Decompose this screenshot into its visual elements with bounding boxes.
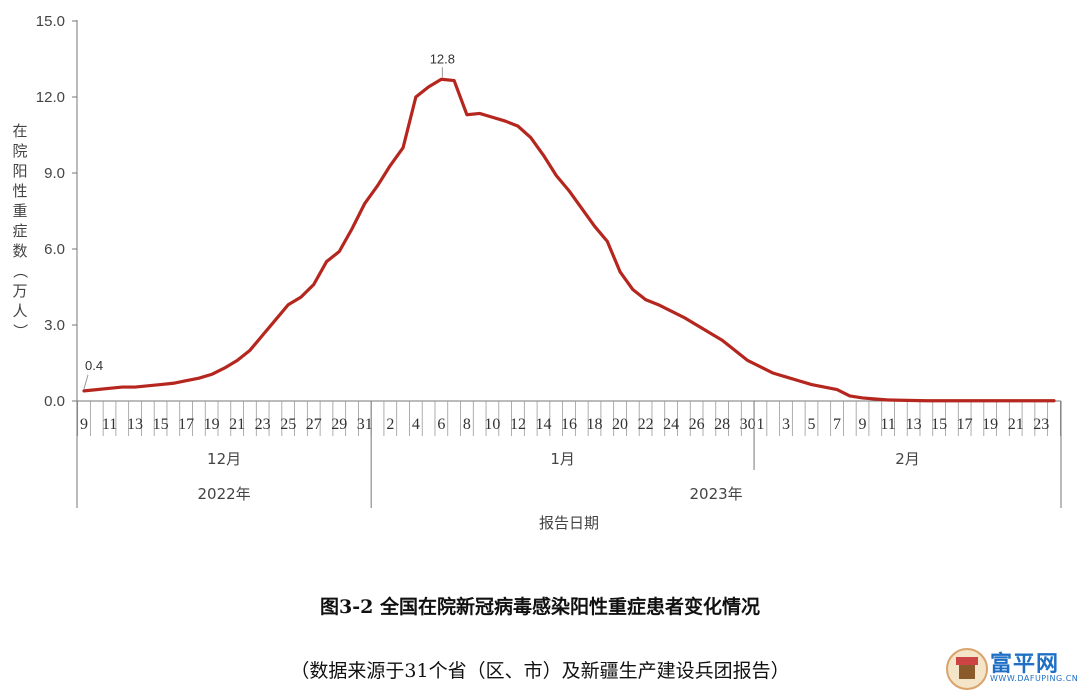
x-tick-label: 25 (280, 416, 296, 433)
x-tick-label: 19 (204, 416, 220, 433)
watermark: 富平网 WWW.DAFUPING.CN (946, 646, 1079, 690)
x-tick-label: 21 (229, 416, 245, 433)
x-tick-label: 27 (306, 416, 322, 433)
figure-caption-title: 图3-2 全国在院新冠病毒感染阳性重症患者变化情况 (320, 596, 760, 618)
y-axis-label-char: 阳 (12, 162, 27, 180)
month-label: 12月 (207, 450, 241, 468)
month-label: 1月 (550, 450, 575, 468)
y-axis-label-char: （ (11, 263, 29, 278)
year-label: 2023年 (689, 485, 742, 503)
x-tick-label: 12 (510, 416, 526, 433)
x-tick-label: 11 (102, 416, 117, 433)
y-axis-label-char: ） (11, 323, 29, 338)
annotations: 0.4 12.8 (83, 51, 455, 390)
series-line (82, 77, 1056, 403)
x-tick-label: 1 (756, 416, 764, 433)
y-axis-label-char: 万 (12, 282, 27, 300)
y-tick-label: 15.0 (36, 13, 65, 30)
watermark-url: WWW.DAFUPING.CN (990, 674, 1079, 683)
month-label: 2月 (895, 450, 920, 468)
x-tick-label: 26 (689, 416, 705, 433)
x-tick-label: 8 (463, 416, 471, 433)
x-tick-label: 28 (714, 416, 730, 433)
x-tick-label: 11 (880, 416, 895, 433)
x-tick-label: 15 (931, 416, 947, 433)
x-tick-label: 9 (80, 416, 88, 433)
y-tick-label: 9.0 (44, 165, 65, 182)
x-axis-label: 报告日期 (539, 514, 599, 532)
x-tick-label: 30 (740, 416, 756, 433)
x-tick-label: 20 (612, 416, 628, 433)
y-axis-label-char: 院 (12, 142, 27, 160)
x-tick-label: 17 (178, 416, 194, 433)
y-axis-label-char: 数 (12, 242, 27, 260)
x-tick-label: 3 (782, 416, 790, 433)
x-tick-label: 18 (587, 416, 603, 433)
x-tick-label: 19 (982, 416, 998, 433)
series-lines (82, 77, 1056, 403)
y-tick-label: 12.0 (36, 89, 65, 106)
y-tick-label: 3.0 (44, 317, 65, 334)
annotation-label: 12.8 (430, 51, 455, 66)
x-tick-label: 13 (127, 416, 143, 433)
y-tick-label: 6.0 (44, 241, 65, 258)
x-tick-label: 24 (663, 416, 679, 433)
y-tick-label: 0.0 (44, 393, 65, 410)
annotation-label: 0.4 (85, 358, 103, 373)
x-tick-label: 22 (638, 416, 654, 433)
x-tick-label: 14 (535, 416, 551, 433)
figure-caption-subtitle: （数据来源于31个省（区、市）及新疆生产建设兵团报告） (290, 660, 790, 682)
x-tick-label: 6 (437, 416, 445, 433)
x-tick-label: 17 (957, 416, 973, 433)
x-tick-label: 23 (255, 416, 271, 433)
y-axis-label-char: 在 (12, 122, 27, 140)
y-axis-label-char: 症 (12, 222, 27, 240)
y-axis-label-char: 人 (12, 302, 27, 320)
x-tick-label: 5 (808, 416, 816, 433)
annotation-leader (83, 374, 89, 390)
x-tick-label: 29 (331, 416, 347, 433)
x-axis: 9 11 13 15 17 19 21 23 25 27 29 31 2 4 6 8 10 12 14 16 18 20 2… (76, 400, 1062, 532)
x-tick-label: 23 (1033, 416, 1049, 433)
x-tick-label: 4 (412, 416, 420, 433)
x-tick-label: 2 (386, 416, 394, 433)
y-axis-label-char: 重 (12, 202, 27, 220)
x-tick-label: 13 (906, 416, 922, 433)
x-tick-label: 7 (833, 416, 841, 433)
tower-logo-icon (946, 648, 988, 690)
x-tick-label: 15 (153, 416, 169, 433)
x-tick-label: 9 (859, 416, 867, 433)
x-tick-label: 31 (357, 416, 373, 433)
x-tick-label: 10 (484, 416, 500, 433)
x-tick-label: 21 (1008, 416, 1024, 433)
y-axis-label-char: 性 (12, 182, 27, 200)
year-label: 2022年 (197, 485, 250, 503)
watermark-name: 富平网 (990, 652, 1060, 677)
x-tick-label: 16 (561, 416, 577, 433)
